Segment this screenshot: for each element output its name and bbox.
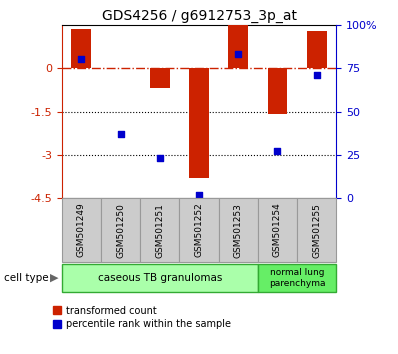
Text: cell type: cell type [4,273,49,283]
Text: GSM501250: GSM501250 [116,202,125,258]
Point [196,192,202,198]
Bar [307,30,326,68]
Text: GSM501255: GSM501255 [312,202,321,258]
FancyBboxPatch shape [62,198,101,262]
Text: GDS4256 / g6912753_3p_at: GDS4256 / g6912753_3p_at [101,9,297,23]
Legend: transformed count, percentile rank within the sample: transformed count, percentile rank withi… [53,306,231,329]
Text: GSM501251: GSM501251 [155,202,164,258]
Bar [268,68,287,114]
Text: ▶: ▶ [50,273,58,283]
Text: GSM501254: GSM501254 [273,203,282,257]
FancyBboxPatch shape [297,198,336,262]
Point [156,155,163,161]
FancyBboxPatch shape [179,198,219,262]
Point [314,72,320,78]
Point [235,51,242,57]
Point [274,149,281,154]
FancyBboxPatch shape [258,198,297,262]
FancyBboxPatch shape [258,264,336,292]
FancyBboxPatch shape [62,264,258,292]
Bar [189,68,209,178]
Text: GSM501253: GSM501253 [234,202,243,258]
Text: GSM501249: GSM501249 [77,203,86,257]
Text: normal lung
parenchyma: normal lung parenchyma [269,268,325,287]
Bar [228,25,248,68]
Point [78,57,84,62]
FancyBboxPatch shape [140,198,179,262]
Bar [72,29,91,68]
Text: GSM501252: GSM501252 [195,203,203,257]
Bar [150,68,170,88]
FancyBboxPatch shape [219,198,258,262]
FancyBboxPatch shape [101,198,140,262]
Point [117,131,124,137]
Text: caseous TB granulomas: caseous TB granulomas [98,273,222,283]
